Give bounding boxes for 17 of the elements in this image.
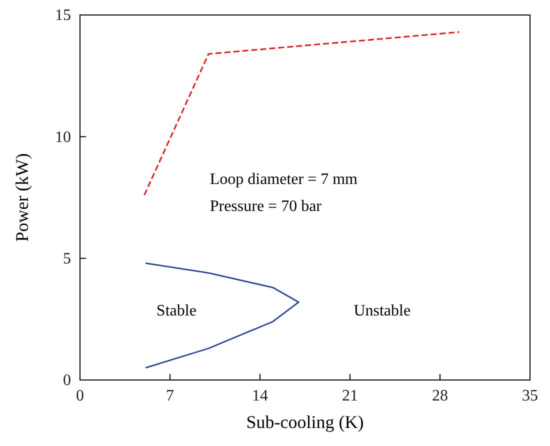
x-tick-label: 14 [252, 387, 268, 404]
annotation: Stable [156, 302, 196, 320]
x-tick-label: 28 [432, 387, 448, 404]
x-tick-label: 0 [76, 387, 84, 404]
y-tick-label: 10 [55, 128, 71, 146]
x-tick-label: 35 [522, 387, 538, 404]
x-tick-label: 21 [342, 387, 358, 404]
line-series [144, 262, 300, 369]
annotation: Unstable [354, 302, 411, 320]
x-axis-title: Sub-cooling (K) [246, 412, 364, 432]
annotation: Pressure = 70 bar [210, 198, 322, 215]
x-tick-label: 7 [166, 387, 174, 404]
y-tick-label: 15 [55, 7, 71, 24]
annotation: Loop diameter = 7 mm [210, 171, 358, 188]
y-tick-label: 0 [63, 372, 71, 390]
y-axis-title: Power (kW) [12, 153, 32, 242]
y-tick-label: 5 [63, 250, 71, 268]
